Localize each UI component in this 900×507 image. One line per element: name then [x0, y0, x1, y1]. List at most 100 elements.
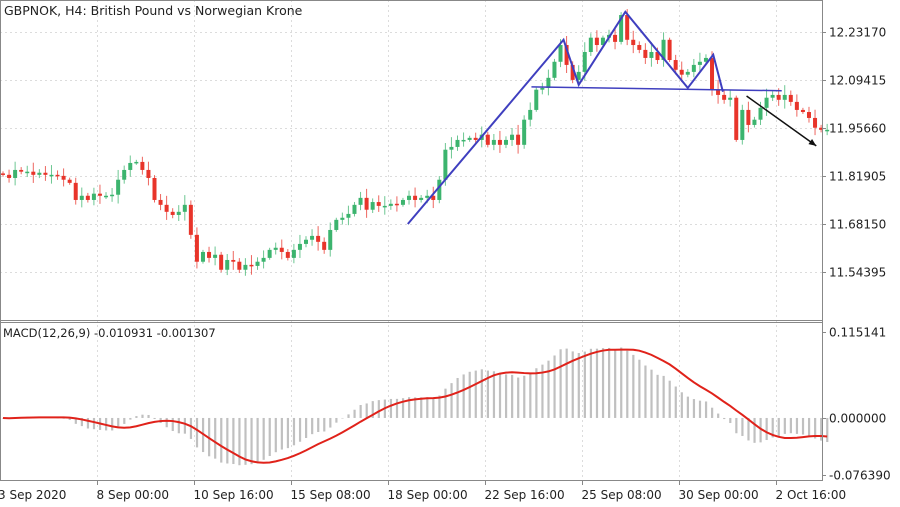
macd-bar: [692, 399, 696, 418]
candle-body: [497, 139, 502, 145]
candle-body: [243, 264, 248, 270]
candle-body: [806, 112, 811, 118]
candle-body: [279, 247, 284, 252]
candle-body: [661, 39, 666, 61]
candle-body: [503, 139, 508, 145]
candle-body: [528, 109, 533, 120]
candle-body: [37, 172, 42, 175]
candle-body: [667, 39, 672, 61]
candle-body: [85, 195, 90, 200]
candle-body: [594, 37, 599, 46]
candle-body: [588, 37, 593, 52]
macd-bar: [359, 404, 362, 418]
candle-body: [182, 204, 187, 212]
time-tick-label: 10 Sep 16:00: [194, 488, 274, 502]
candle-body: [310, 235, 315, 240]
candle-body: [322, 241, 327, 250]
time-tick-label: 22 Sep 16:00: [485, 488, 565, 502]
candle-body: [516, 134, 521, 145]
candle-body: [328, 229, 333, 250]
macd-bar: [250, 417, 253, 465]
candle-body: [461, 139, 466, 142]
time-tick-label: 30 Sep 00:00: [679, 488, 759, 502]
candle-body: [358, 197, 363, 205]
macd-bar: [311, 417, 314, 435]
macd-tick-label: -0.076390: [829, 469, 891, 483]
candle-body: [455, 139, 460, 147]
candle-body: [782, 94, 787, 100]
macd-bar: [80, 417, 83, 427]
macd-bar: [353, 409, 356, 418]
candle-body: [273, 247, 278, 250]
macd-bar: [238, 417, 241, 466]
candle-body: [600, 37, 605, 46]
candle-body: [794, 101, 799, 110]
macd-bar: [74, 417, 77, 424]
macd-bar: [377, 400, 380, 418]
candle-body: [67, 179, 72, 183]
macd-bar: [177, 417, 180, 434]
macd-bar: [662, 375, 665, 418]
candle-body: [334, 219, 339, 230]
candle-body: [225, 259, 230, 270]
macd-bar: [559, 349, 562, 418]
candle-body: [655, 51, 660, 61]
macd-bar: [395, 398, 399, 418]
candle-body: [740, 109, 745, 140]
macd-bar: [680, 392, 683, 418]
macd-bar: [789, 417, 792, 434]
macd-bar: [601, 348, 605, 418]
candle-body: [110, 194, 115, 197]
candle-body: [164, 204, 169, 212]
macd-bar: [571, 351, 574, 418]
candle-body: [819, 127, 824, 130]
macd-bar: [729, 417, 732, 424]
candle-body: [643, 49, 648, 58]
macd-bar: [165, 417, 168, 428]
candle-body: [19, 169, 24, 172]
candle-body: [134, 161, 139, 164]
macd-bar: [638, 359, 641, 418]
candle-body: [346, 213, 351, 218]
candle-body: [188, 204, 193, 235]
macd-bar: [535, 368, 538, 418]
macd-bar: [747, 417, 750, 441]
macd-bar: [589, 348, 593, 418]
macd-bar: [783, 417, 786, 434]
candle-body: [540, 87, 545, 90]
candle-body: [382, 205, 387, 208]
macd-bar: [626, 350, 629, 418]
macd-bar: [420, 397, 423, 418]
candle-body: [491, 139, 496, 145]
candle-body: [552, 61, 557, 78]
macd-bar: [504, 374, 508, 418]
macd-bar: [438, 395, 441, 418]
candle-body: [237, 261, 242, 270]
macd-bar: [450, 383, 453, 418]
candle-body: [722, 94, 727, 100]
macd-bar: [147, 414, 150, 418]
time-tick-label: 18 Sep 00:00: [388, 488, 468, 502]
price-tick-label: 12.09415: [829, 74, 886, 88]
candle-body: [370, 202, 375, 210]
macd-bar: [480, 369, 483, 418]
macd-bar: [777, 417, 780, 437]
head-and-shoulders-lines[interactable]: [407, 10, 817, 225]
macd-bar: [801, 417, 805, 435]
candle-body: [534, 89, 539, 110]
macd-bar: [401, 398, 405, 418]
macd-tick-label: 0.000000: [829, 412, 886, 426]
time-tick-label: 2 Oct 16:00: [776, 488, 847, 502]
macd-bar: [577, 353, 580, 418]
macd-bar: [529, 373, 532, 418]
macd-bar: [232, 417, 235, 465]
candle-body: [697, 61, 702, 65]
macd-bar: [86, 417, 90, 429]
macd-bar: [274, 417, 277, 453]
candle-body: [673, 60, 678, 70]
macd-bar: [620, 347, 623, 418]
candle-body: [770, 94, 775, 98]
candle-body: [449, 146, 454, 150]
macd-bar: [795, 417, 799, 434]
